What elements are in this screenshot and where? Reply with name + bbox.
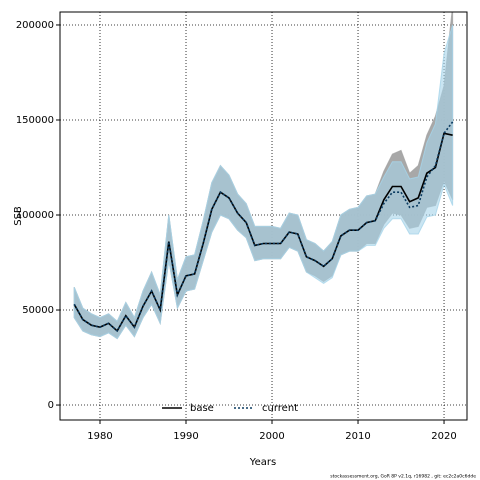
legend-label: base (190, 403, 214, 414)
y-tick-label: 200000 (16, 20, 54, 31)
x-tick-label: 1990 (173, 431, 198, 442)
y-tick-label: 150000 (16, 115, 54, 126)
plot-frame (59, 11, 468, 421)
x-tick-label: 2010 (345, 431, 370, 442)
y-tick-label: 50000 (22, 305, 54, 316)
x-tick-label: 2020 (431, 431, 456, 442)
x-tick-label: 2000 (259, 431, 284, 442)
plot-area (60, 12, 467, 420)
x-axis-label: Years (249, 457, 276, 468)
legend-label: current (262, 403, 298, 414)
footer: stockassessment.org, GoR 8P v2.1q, r1698… (330, 474, 476, 480)
x-tick-label: 1980 (87, 431, 112, 442)
confidence-band (73, 24, 454, 340)
y-tick-label: 0 (48, 400, 54, 411)
y-tick-label: 100000 (16, 210, 54, 221)
y-axis-label: SSB (13, 206, 24, 226)
series-line (73, 121, 454, 333)
